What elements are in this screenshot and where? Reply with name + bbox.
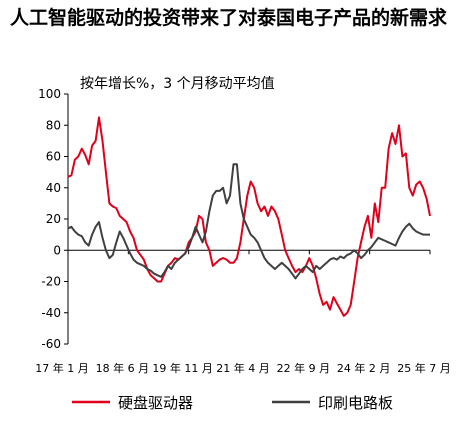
x-tick-label: 19 年 11 月 [152,361,212,375]
x-tick-label: 21 年 4 月 [216,361,270,375]
x-tick-label: 25 年 7 月 [397,361,451,375]
y-tick-label: -40 [41,306,61,320]
legend-label: 硬盘驱动器 [118,394,193,412]
y-tick-label: 0 [53,243,61,257]
y-tick-label: 40 [46,181,61,195]
y-tick-label: -20 [41,275,61,289]
y-tick-label: 80 [46,118,61,132]
chart-subtitle: 按年增长%，3 个月移动平均值 [80,76,275,92]
series-line-pcb [67,163,430,280]
series-layer [67,116,431,317]
chart-axes: 100 80 60 40 20 0 -20 -40 -60 17 年 1 月 18 年 6 月 19 … [35,87,451,375]
x-tick-label: 22 年 9 月 [277,361,331,375]
y-tick-label: 60 [46,150,61,164]
x-tick-label: 17 年 1 月 [35,361,89,375]
page-title: 人工智能驱动的投资带来了对泰国电子产品的新需求 [10,7,448,29]
y-tick-label: 100 [38,87,61,101]
y-tick-label: 20 [46,212,61,226]
x-tick-label: 18 年 6 月 [96,361,150,375]
y-tick-label: -60 [41,337,61,351]
legend: 硬盘驱动器 印刷电路板 [72,394,393,412]
series-line-hdd [67,116,431,317]
x-tick-label: 24 年 2 月 [337,361,391,375]
legend-label: 印刷电路板 [318,394,393,412]
